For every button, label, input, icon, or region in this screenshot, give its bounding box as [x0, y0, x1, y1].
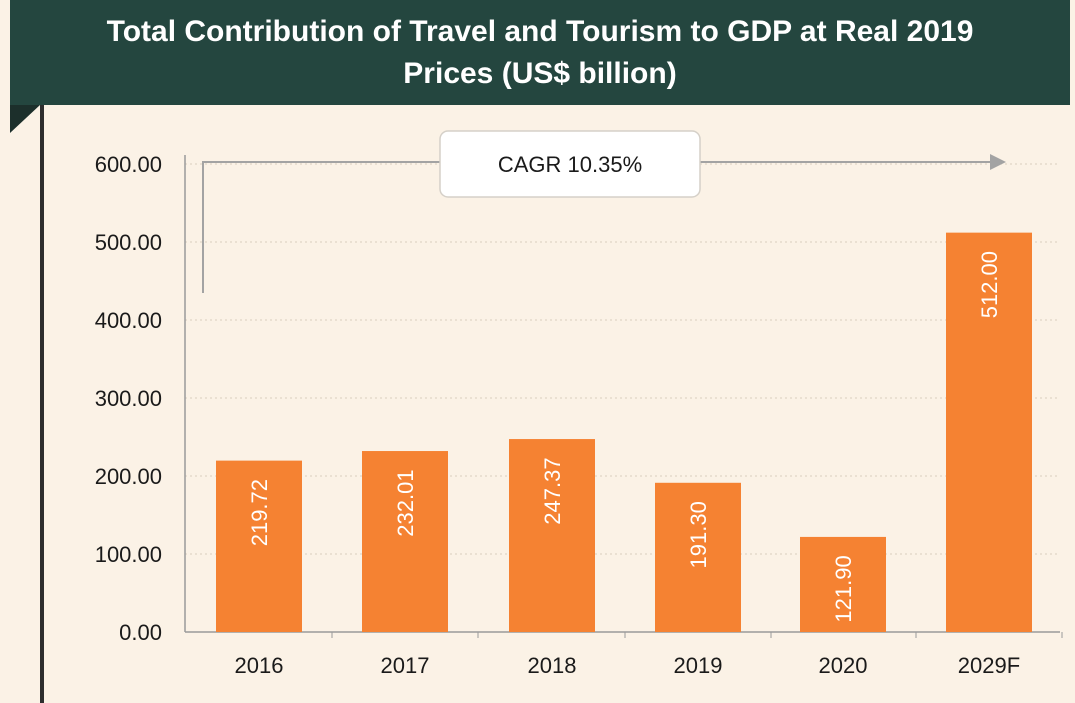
- panel-left-edge: [40, 105, 44, 703]
- cagr-box: [439, 130, 701, 198]
- x-tick-label: 2016: [235, 653, 284, 678]
- header-fold-decoration: [10, 105, 40, 133]
- y-tick-label: 100.00: [95, 542, 162, 567]
- bar-value-label: 121.90: [831, 555, 856, 622]
- bar-value-label: 219.72: [247, 479, 272, 546]
- x-tick-label: 2029F: [958, 653, 1020, 678]
- bar: [946, 232, 1032, 632]
- bar-value-label: 512.00: [977, 251, 1002, 318]
- bar-value-label: 232.01: [393, 469, 418, 536]
- chart-title: Total Contribution of Travel and Tourism…: [10, 0, 1070, 105]
- bar: [655, 482, 741, 632]
- bar: [216, 460, 302, 632]
- x-tick-label: 2020: [819, 653, 868, 678]
- chart-title-line-2: Prices (US$ billion): [403, 56, 677, 90]
- x-tick-label: 2018: [528, 653, 577, 678]
- y-tick-label: 300.00: [95, 386, 162, 411]
- bar-value-label: 191.30: [686, 501, 711, 568]
- y-tick-label: 400.00: [95, 308, 162, 333]
- bar: [362, 451, 448, 632]
- bar: [800, 536, 886, 632]
- cagr-arrow-line: [202, 161, 445, 293]
- y-tick-label: 200.00: [95, 464, 162, 489]
- chart-title-line-1: Total Contribution of Travel and Tourism…: [106, 14, 974, 48]
- x-tick-label: 2019: [674, 653, 723, 678]
- x-tick-label: 2017: [381, 653, 430, 678]
- bar-value-label: 247.37: [540, 457, 565, 524]
- cagr-arrow-head: [990, 154, 1006, 170]
- bar: [509, 439, 595, 632]
- y-tick-label: 600.00: [95, 152, 162, 177]
- y-tick-label: 0.00: [119, 620, 162, 645]
- cagr-label: CAGR 10.35%: [498, 152, 642, 177]
- y-tick-label: 500.00: [95, 230, 162, 255]
